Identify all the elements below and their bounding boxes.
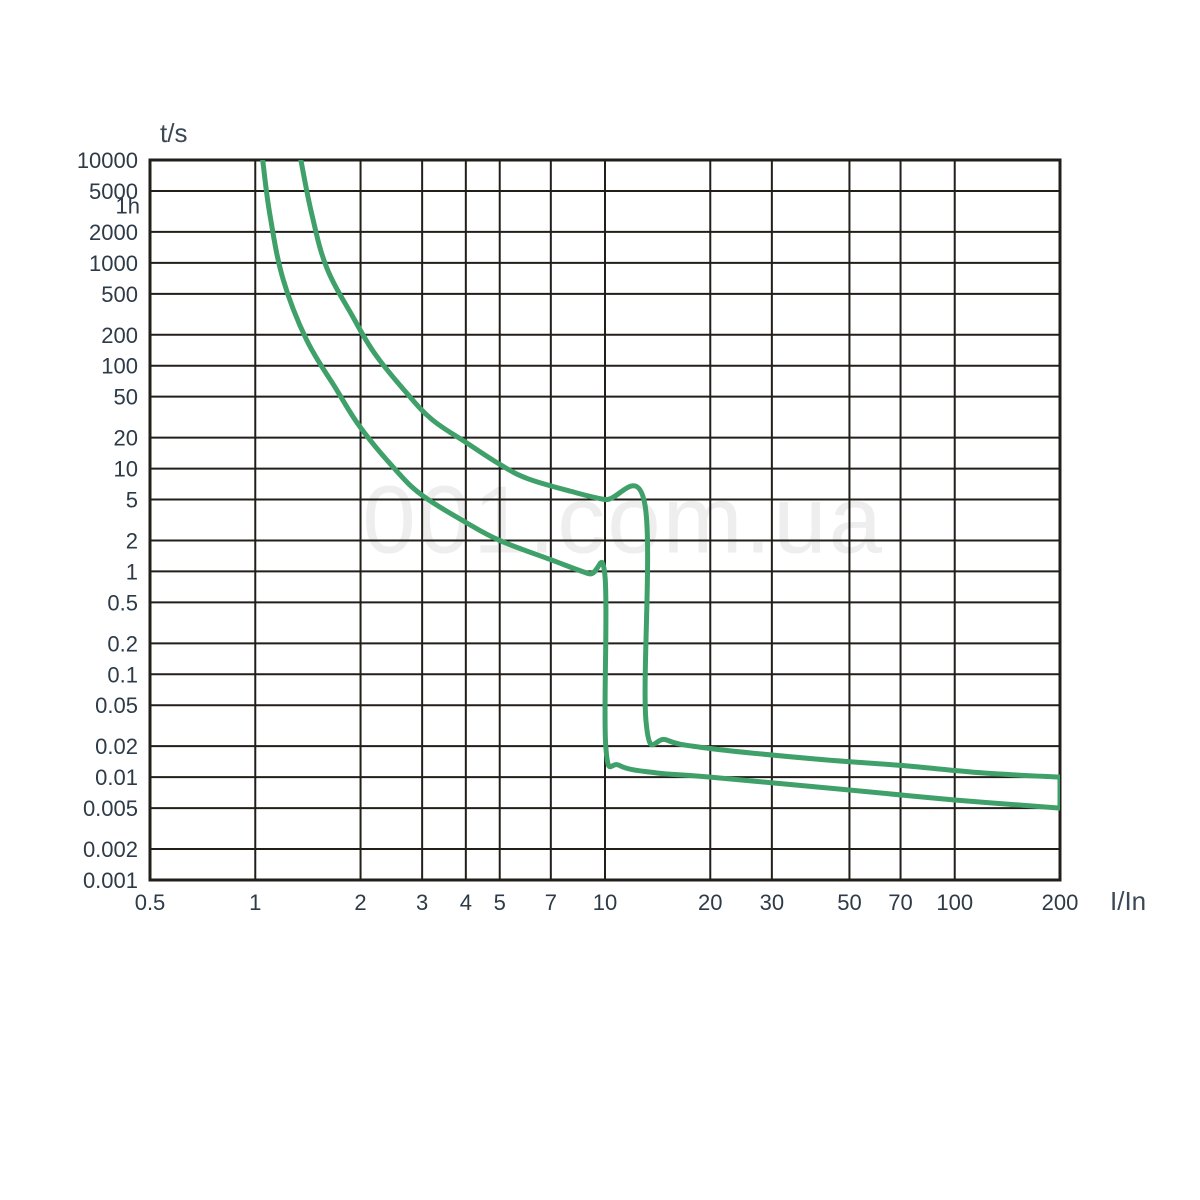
x-tick-label: 20 xyxy=(698,890,722,915)
y-tick-label: 2 xyxy=(126,528,138,553)
x-tick-label: 7 xyxy=(545,890,557,915)
watermark-text: 001.com.ua xyxy=(362,467,884,574)
y-tick-label: 20 xyxy=(114,426,138,451)
x-tick-label: 200 xyxy=(1042,890,1079,915)
y-tick-label: 0.02 xyxy=(95,734,138,759)
x-tick-label: 50 xyxy=(837,890,861,915)
y-tick-label: 5 xyxy=(126,488,138,513)
y-tick-label: 1000 xyxy=(89,251,138,276)
y-tick-label: 0.01 xyxy=(95,765,138,790)
y-tick-label: 0.002 xyxy=(83,837,138,862)
x-tick-label: 30 xyxy=(760,890,784,915)
x-tick-label: 2 xyxy=(354,890,366,915)
y-tick-label: 200 xyxy=(101,323,138,348)
y-tick-label: 0.1 xyxy=(107,662,138,687)
y-tick-label: 1 xyxy=(126,559,138,584)
x-tick-label: 100 xyxy=(936,890,973,915)
x-tick-label: 4 xyxy=(460,890,472,915)
x-tick-label: 1 xyxy=(249,890,261,915)
x-tick-label: 10 xyxy=(593,890,617,915)
x-axis-title: I/In xyxy=(1110,886,1146,916)
y-axis-title: t/s xyxy=(160,118,187,148)
y-tick-label: 0.005 xyxy=(83,796,138,821)
trip-curve-chart: 001.com.ua100005000200010005002001005020… xyxy=(0,0,1200,1200)
x-tick-label: 5 xyxy=(494,890,506,915)
y-tick-label: 500 xyxy=(101,282,138,307)
x-tick-label: 70 xyxy=(888,890,912,915)
x-tick-label: 0.5 xyxy=(135,890,166,915)
y-tick-label: 50 xyxy=(114,385,138,410)
x-tick-label: 3 xyxy=(416,890,428,915)
y-tick-label: 0.001 xyxy=(83,868,138,893)
y-tick-label-extra: 1h xyxy=(116,194,140,219)
y-tick-label: 10 xyxy=(114,457,138,482)
y-tick-label: 10000 xyxy=(77,148,138,173)
y-tick-label: 100 xyxy=(101,354,138,379)
chart-svg: 001.com.ua100005000200010005002001005020… xyxy=(0,0,1200,1200)
y-tick-label: 0.05 xyxy=(95,693,138,718)
y-tick-label: 0.5 xyxy=(107,590,138,615)
y-tick-label: 0.2 xyxy=(107,631,138,656)
y-tick-label: 2000 xyxy=(89,220,138,245)
